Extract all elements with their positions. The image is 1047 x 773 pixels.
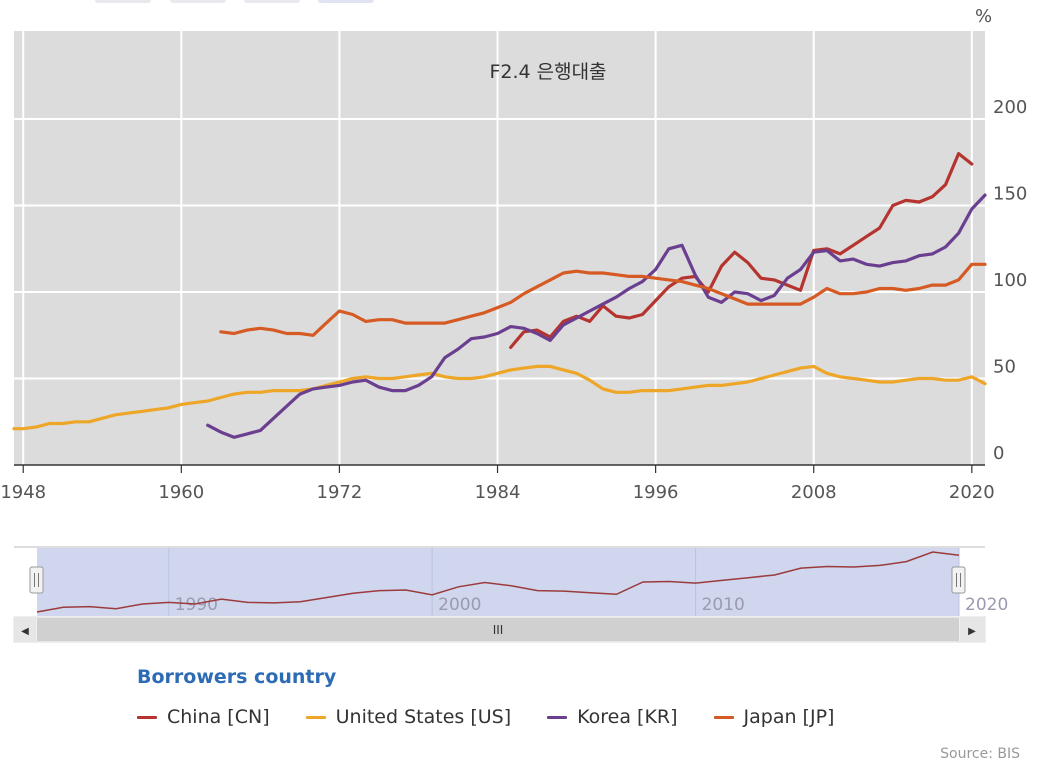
navigator-tick-label: 2020 — [965, 595, 1008, 615]
x-tick-label: 1984 — [475, 482, 521, 503]
y-tick-label: 200 — [993, 97, 1027, 118]
series-layer — [12, 152, 987, 439]
navigator-ticks: 1990 2000 2010 2020 — [175, 595, 1009, 615]
navigator-left-handle[interactable] — [29, 566, 44, 594]
x-tick-label: 2008 — [791, 482, 837, 503]
scrollbar-thumb[interactable] — [37, 618, 959, 641]
legend-label: United States [US] — [335, 706, 512, 728]
legend-item[interactable]: China [CN] — [137, 706, 270, 728]
legend: China [CN] United States [US] Korea [KR] Ja… — [137, 706, 870, 728]
chart-title: F2.4 은행대출 — [489, 61, 606, 83]
legend-item[interactable]: Japan [JP] — [713, 706, 835, 728]
series-line-united[interactable] — [12, 364, 987, 431]
series-line-korea[interactable] — [206, 193, 987, 439]
x-tick-label: 1996 — [633, 482, 679, 503]
toolbar-tab[interactable] — [95, 0, 151, 3]
y-tick-label: 150 — [993, 184, 1027, 205]
navigator-right-handle[interactable] — [951, 566, 966, 594]
x-tick-label: 2020 — [949, 482, 995, 503]
arrow-left-icon: ◀ — [21, 626, 29, 637]
y-tick-label: 100 — [993, 270, 1027, 291]
navigator-tick-label: 2010 — [702, 595, 745, 615]
x-tick-label: 1972 — [317, 482, 363, 503]
y-tick-label: 0 — [993, 443, 1004, 464]
legend-swatch — [305, 715, 326, 719]
navigator-tick-label: 2000 — [438, 595, 481, 615]
plot-area — [14, 31, 985, 465]
legend-item[interactable]: United States [US] — [305, 706, 512, 728]
toolbar-tab[interactable] — [318, 0, 374, 3]
scroll-right-button[interactable] — [960, 618, 984, 641]
toolbar-tab[interactable] — [170, 0, 226, 3]
navigator-selection[interactable] — [37, 548, 959, 616]
x-tick-label: 1960 — [158, 482, 204, 503]
x-axis-ticks: 1948 1960 1972 1984 1996 2008 2020 — [0, 465, 995, 503]
navigator-grid — [168, 548, 960, 616]
y-axis-ticks: 0 50 100 150 200 — [993, 97, 1027, 464]
scroll-left-button[interactable] — [14, 618, 36, 641]
scrollbar[interactable]: III ◀ ▶ — [13, 616, 986, 643]
y-unit-label: % — [975, 6, 992, 27]
legend-label: China [CN] — [167, 706, 270, 728]
toolbar-tab[interactable] — [244, 0, 300, 3]
navigator-series-line — [36, 551, 960, 613]
series-line-japan[interactable] — [219, 262, 987, 337]
x-tick-label: 1948 — [0, 482, 46, 503]
legend-label: Korea [KR] — [577, 706, 678, 728]
source-note: Source: BIS — [940, 746, 1020, 762]
legend-label: Japan [JP] — [743, 706, 835, 728]
legend-swatch — [547, 715, 568, 719]
y-tick-label: 50 — [993, 357, 1016, 378]
legend-title: Borrowers country — [137, 666, 337, 688]
legend-item[interactable]: Korea [KR] — [547, 706, 678, 728]
navigator[interactable]: 1990 2000 2010 2020 — [14, 546, 1009, 616]
scrollbar-grip: III — [493, 623, 504, 637]
navigator-tick-label: 1990 — [175, 595, 218, 615]
legend-swatch — [137, 715, 157, 719]
series-line-china[interactable] — [509, 152, 974, 349]
legend-swatch — [713, 715, 734, 719]
arrow-right-icon: ▶ — [968, 626, 976, 637]
